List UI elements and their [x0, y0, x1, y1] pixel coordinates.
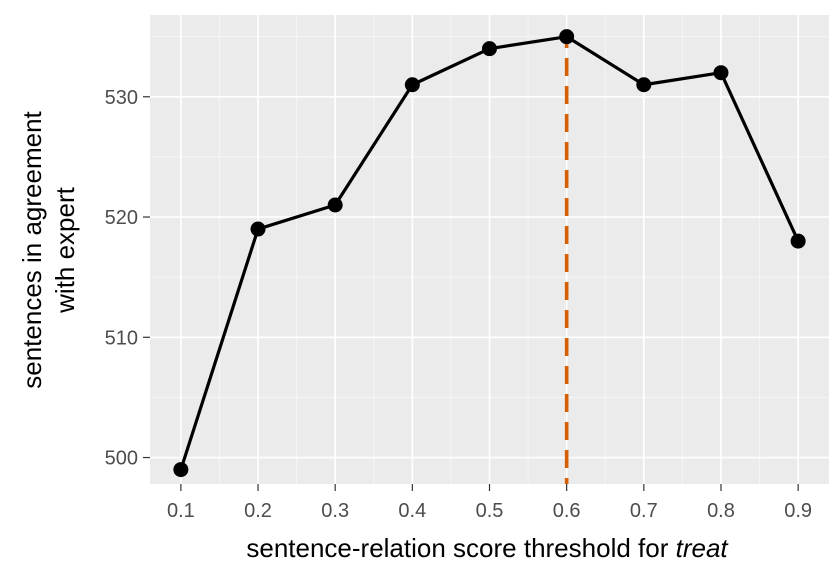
x-tick-label: 0.7 [630, 500, 658, 522]
x-tick-label: 0.6 [553, 500, 581, 522]
x-tick-label: 0.4 [398, 500, 426, 522]
x-tick-label: 0.9 [784, 500, 812, 522]
data-point [482, 41, 497, 57]
y-tick-label: 530 [105, 87, 138, 109]
x-tick-label: 0.2 [244, 500, 272, 522]
data-point [250, 221, 266, 237]
axis-ticks [143, 96, 799, 491]
y-axis-title-line-1: sentences in agreement [17, 110, 47, 388]
y-tick-label: 500 [105, 448, 138, 470]
data-point [559, 29, 575, 45]
data-point [327, 197, 343, 213]
y-tick-label: 510 [105, 327, 138, 349]
x-tick-label: 0.8 [707, 500, 735, 522]
x-tick-label: 0.1 [167, 500, 195, 522]
data-point [173, 462, 189, 478]
data-point [636, 77, 652, 93]
axis-tick-labels: 0.1 0.2 0.3 0.4 0.5 0.6 0.7 0.8 0.9 500 510 520 530 [105, 87, 812, 522]
y-tick-label: 520 [105, 207, 138, 229]
data-points [173, 29, 806, 478]
data-point [790, 233, 806, 249]
data-point [713, 65, 729, 81]
x-tick-label: 0.5 [476, 500, 504, 522]
data-point [404, 77, 420, 93]
x-axis-title: sentence-relation score threshold for tr… [246, 533, 729, 563]
x-tick-label: 0.3 [321, 500, 349, 522]
y-axis-title-line-2: with expert [50, 186, 80, 313]
